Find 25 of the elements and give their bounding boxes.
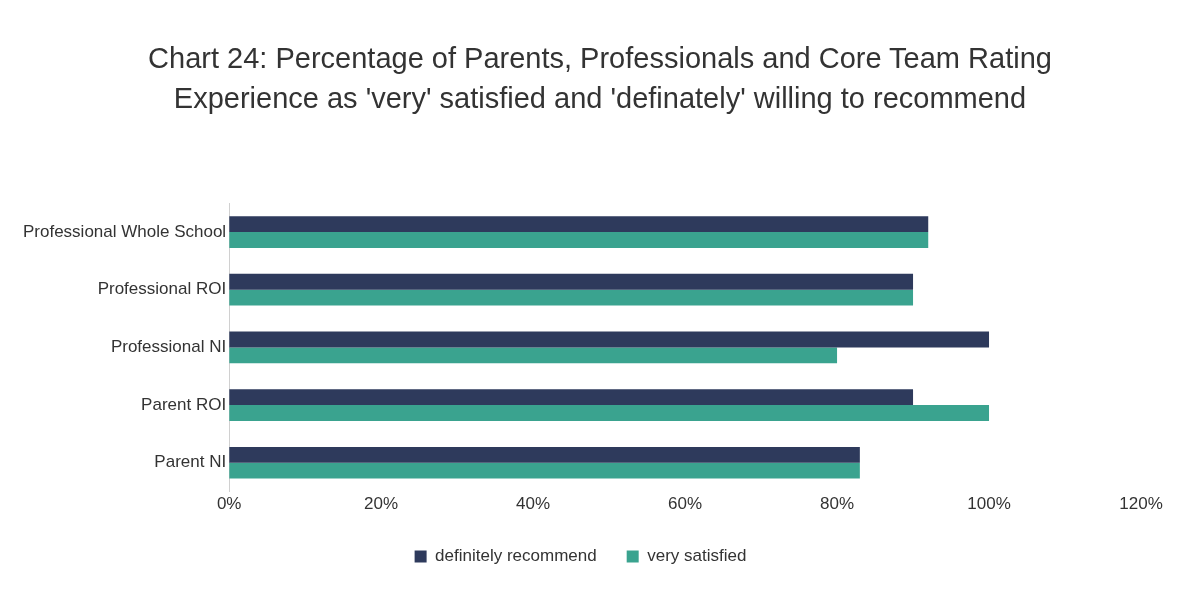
legend-label: definitely recommend <box>435 546 597 566</box>
y-tick-label: Parent ROI <box>141 394 227 414</box>
y-tick-label: Professional NI <box>110 337 227 357</box>
bar <box>229 273 914 290</box>
x-tick-label: 60% <box>668 494 703 514</box>
bar <box>229 405 990 421</box>
bar <box>229 289 914 306</box>
x-tick-label: 100% <box>967 494 1011 514</box>
y-tick-label: Professional Whole School <box>22 221 227 241</box>
x-tick-label: 0% <box>216 494 242 514</box>
bar <box>229 389 914 406</box>
legend-label: very satisfied <box>647 546 747 566</box>
bar <box>229 462 860 479</box>
bar <box>229 331 990 348</box>
x-tick-label: 20% <box>364 494 399 514</box>
x-tick-label: 120% <box>1119 494 1163 514</box>
y-tick-label: Parent NI <box>154 452 227 472</box>
chart-title: Chart 24: Percentage of Parents, Professionals and Core Team Rating Experience as 'very' satisfied and 'definately' willing to recommend <box>147 41 1053 116</box>
x-tick-label: 40% <box>516 494 551 514</box>
bar <box>229 232 929 248</box>
bar <box>229 347 838 364</box>
x-tick-label: 80% <box>820 494 855 514</box>
bar <box>229 446 860 463</box>
bar <box>229 216 929 233</box>
y-tick-label: Professional ROI <box>97 279 227 299</box>
